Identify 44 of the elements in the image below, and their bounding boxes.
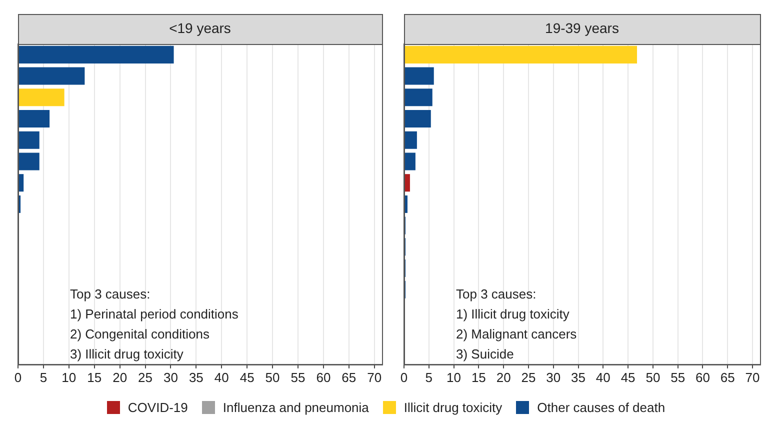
x-tick-label: 35 bbox=[571, 370, 586, 385]
x-tick-label: 20 bbox=[112, 370, 128, 385]
legend-label: Influenza and pneumonia bbox=[222, 400, 369, 415]
x-tick-label: 10 bbox=[446, 370, 462, 385]
x-tick-label: 55 bbox=[290, 370, 306, 385]
chart-title: <19 years bbox=[169, 20, 231, 36]
x-tick-label: 55 bbox=[670, 370, 686, 385]
x-tick-label: 25 bbox=[138, 370, 153, 385]
chart-title: 19-39 years bbox=[545, 20, 619, 36]
legend-label: Illicit drug toxicity bbox=[402, 400, 502, 415]
x-tick-label: 70 bbox=[745, 370, 760, 385]
annotation: 1) Illicit drug toxicity bbox=[456, 306, 570, 322]
annotation: 1) Perinatal period conditions bbox=[70, 306, 239, 322]
x-tick-label: 70 bbox=[367, 370, 382, 385]
x-tick-label: 5 bbox=[40, 370, 48, 385]
annotation: 2) Congenital conditions bbox=[70, 326, 210, 342]
x-tick-label: 0 bbox=[14, 370, 22, 385]
x-tick-label: 35 bbox=[188, 370, 204, 385]
legend-label: Other causes of death bbox=[536, 400, 666, 415]
annotation: 3) Illicit drug toxicity bbox=[70, 346, 184, 362]
x-tick-label: 65 bbox=[720, 370, 735, 385]
x-tick-label: 60 bbox=[696, 370, 710, 385]
annotation: Top 3 causes: bbox=[456, 286, 536, 302]
x-tick-label: 50 bbox=[265, 370, 280, 385]
x-tick-label: 5 bbox=[425, 370, 433, 385]
x-tick-label: 20 bbox=[496, 370, 511, 385]
x-tick-label: 45 bbox=[620, 370, 636, 385]
x-tick-label: 45 bbox=[240, 370, 254, 385]
x-tick-label: 65 bbox=[342, 370, 356, 385]
x-tick-label: 15 bbox=[471, 370, 486, 385]
x-tick-label: 40 bbox=[214, 370, 229, 385]
annotation: 2) Malignant cancers bbox=[456, 326, 578, 342]
x-tick-label: 0 bbox=[400, 370, 408, 385]
x-tick-label: 50 bbox=[646, 370, 660, 385]
x-tick-label: 30 bbox=[163, 370, 178, 385]
x-tick-label: 40 bbox=[596, 370, 610, 385]
legend-label: COVID-19 bbox=[126, 400, 188, 415]
annotation: Top 3 causes: bbox=[70, 286, 150, 302]
x-tick-label: 10 bbox=[62, 370, 76, 385]
x-tick-label: 15 bbox=[87, 370, 102, 385]
annotation: 3) Suicide bbox=[456, 346, 514, 362]
x-tick-label: 60 bbox=[316, 370, 331, 385]
x-tick-label: 30 bbox=[546, 370, 561, 385]
x-tick-label: 25 bbox=[521, 370, 536, 385]
